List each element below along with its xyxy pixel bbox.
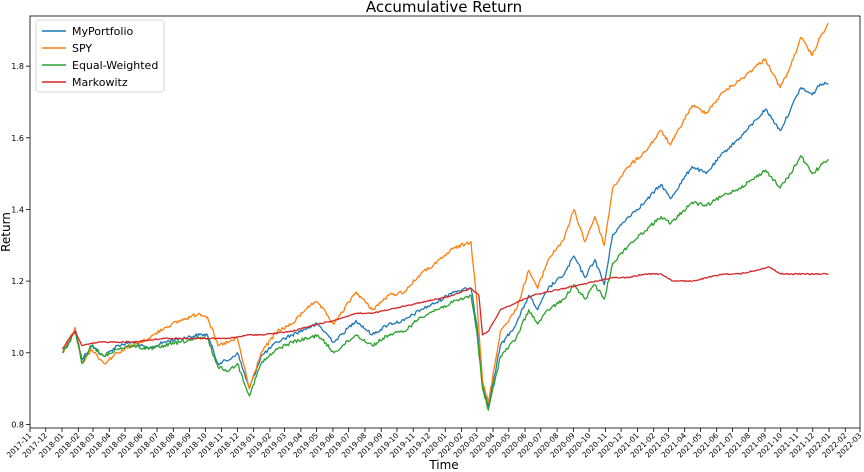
x-axis-label: Time: [428, 458, 458, 472]
series-line-markowitz: [61, 266, 829, 350]
y-tick-label: 1.0: [11, 349, 24, 358]
y-axis-label: Return: [0, 212, 13, 252]
legend-frame: [35, 19, 165, 93]
series-line-equal-weighted: [61, 155, 829, 411]
series-layer: [61, 22, 829, 411]
plot-frame: [29, 15, 861, 429]
y-tick-label: 1.6: [11, 134, 24, 143]
plot-area: [29, 15, 861, 429]
series-line-spy: [62, 22, 829, 404]
legend-label: SPY: [72, 42, 92, 55]
y-tick-label: 1.4: [11, 205, 24, 214]
x-axis: 2017-112017-122018-012018-022018-032018-…: [5, 428, 864, 460]
y-tick-label: 1.2: [11, 277, 24, 286]
legend-label: MyPortfolio: [72, 25, 134, 38]
y-tick-label: 0.8: [11, 420, 24, 429]
legend-label: Equal-Weighted: [72, 59, 158, 72]
chart-title: Accumulative Return: [366, 0, 522, 16]
legend-label: Markowitz: [72, 76, 128, 89]
y-tick-label: 1.8: [11, 62, 24, 71]
y-axis: 0.8 1.0 1.2 1.4 1.6 1.8: [11, 62, 30, 429]
legend: MyPortfolio SPY Equal-Weighted Markowitz: [35, 19, 165, 93]
